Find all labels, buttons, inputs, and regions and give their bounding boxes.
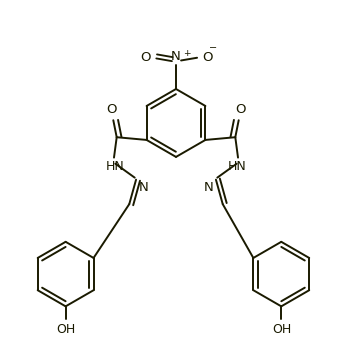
Text: O: O bbox=[202, 50, 212, 63]
Text: N: N bbox=[139, 181, 149, 194]
Text: N: N bbox=[203, 181, 213, 194]
Text: −: − bbox=[209, 43, 218, 53]
Text: +: + bbox=[183, 49, 191, 58]
Text: OH: OH bbox=[57, 323, 76, 336]
Text: O: O bbox=[106, 103, 117, 116]
Text: O: O bbox=[140, 51, 151, 64]
Text: HN: HN bbox=[228, 160, 247, 173]
Text: OH: OH bbox=[272, 323, 291, 336]
Text: N: N bbox=[171, 50, 181, 63]
Text: O: O bbox=[235, 103, 246, 116]
Text: HN: HN bbox=[105, 160, 124, 173]
